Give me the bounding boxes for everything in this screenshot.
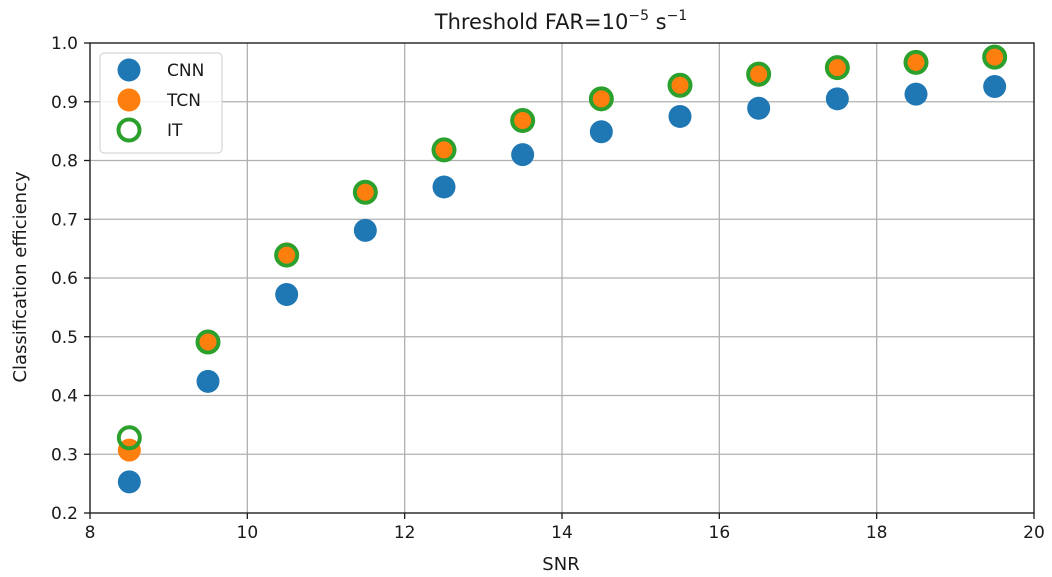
chart-title: Threshold FAR=10−5 s−1 [434, 8, 688, 34]
cnn-point [589, 120, 613, 144]
x-axis-label: SNR [542, 554, 579, 575]
x-tick-label: 8 [85, 523, 96, 543]
legend-marker-it [116, 117, 142, 143]
x-tick-label: 10 [237, 523, 259, 543]
tcn-point [668, 73, 692, 97]
y-tick-label: 0.3 [51, 445, 78, 465]
legend: CNN TCN IT [99, 52, 223, 154]
grid-lines [89, 42, 1035, 514]
cnn-point [275, 282, 299, 306]
cnn-point [668, 104, 692, 128]
axis-ticks: 8 10 12 14 16 18 20 0.2 0.3 0.4 0.5 0.6 0.7 0.8 0.9 1.0 [51, 34, 1045, 543]
it-point [903, 49, 929, 75]
cnn-point [983, 74, 1007, 98]
it-point [195, 329, 221, 355]
data-points [116, 44, 1008, 494]
y-tick-label: 0.8 [51, 152, 78, 172]
y-tick-label: 0.5 [51, 328, 78, 348]
x-tick-label: 12 [394, 523, 416, 543]
cnn-point [511, 143, 535, 167]
title-prefix: Threshold FAR=10 [434, 10, 629, 34]
y-axis-label: Classification efficiency [10, 171, 31, 383]
legend-label-it: IT [167, 121, 183, 141]
cnn-point [117, 470, 141, 494]
legend-label-tcn: TCN [166, 91, 201, 111]
y-tick-label: 0.6 [51, 269, 78, 289]
cnn-point [353, 218, 377, 242]
it-point [116, 425, 142, 451]
it-point [982, 44, 1008, 70]
x-tick-label: 20 [1023, 523, 1045, 543]
it-point [588, 86, 614, 112]
tcn-point [511, 109, 535, 133]
tcn-point [589, 87, 613, 111]
tcn-point [904, 50, 928, 74]
x-tick-label: 18 [866, 523, 888, 543]
tcn-point [432, 138, 456, 162]
it-point [824, 55, 850, 81]
x-tick-label: 14 [551, 523, 573, 543]
legend-label-cnn: CNN [167, 61, 204, 81]
y-tick-label: 0.7 [51, 210, 78, 230]
y-tick-label: 0.9 [51, 93, 78, 113]
title-exponent: −5 [628, 8, 649, 24]
title-unit-exponent: −1 [667, 8, 688, 24]
it-point [667, 72, 693, 98]
it-point [352, 179, 378, 205]
cnn-point [747, 96, 771, 120]
cnn-point [432, 175, 456, 199]
it-point [510, 108, 536, 134]
cnn-point [904, 82, 928, 106]
it-point [431, 137, 457, 163]
cnn-point [825, 87, 849, 111]
x-tick-label: 16 [709, 523, 731, 543]
y-tick-label: 1.0 [51, 34, 78, 54]
y-tick-label: 0.4 [51, 387, 78, 407]
legend-marker-cnn [117, 58, 141, 82]
it-point [274, 242, 300, 268]
y-tick-label: 0.2 [51, 504, 78, 524]
legend-marker-tcn [117, 88, 141, 112]
it-point [746, 61, 772, 87]
title-unit: s [649, 10, 667, 34]
cnn-point [196, 369, 220, 393]
